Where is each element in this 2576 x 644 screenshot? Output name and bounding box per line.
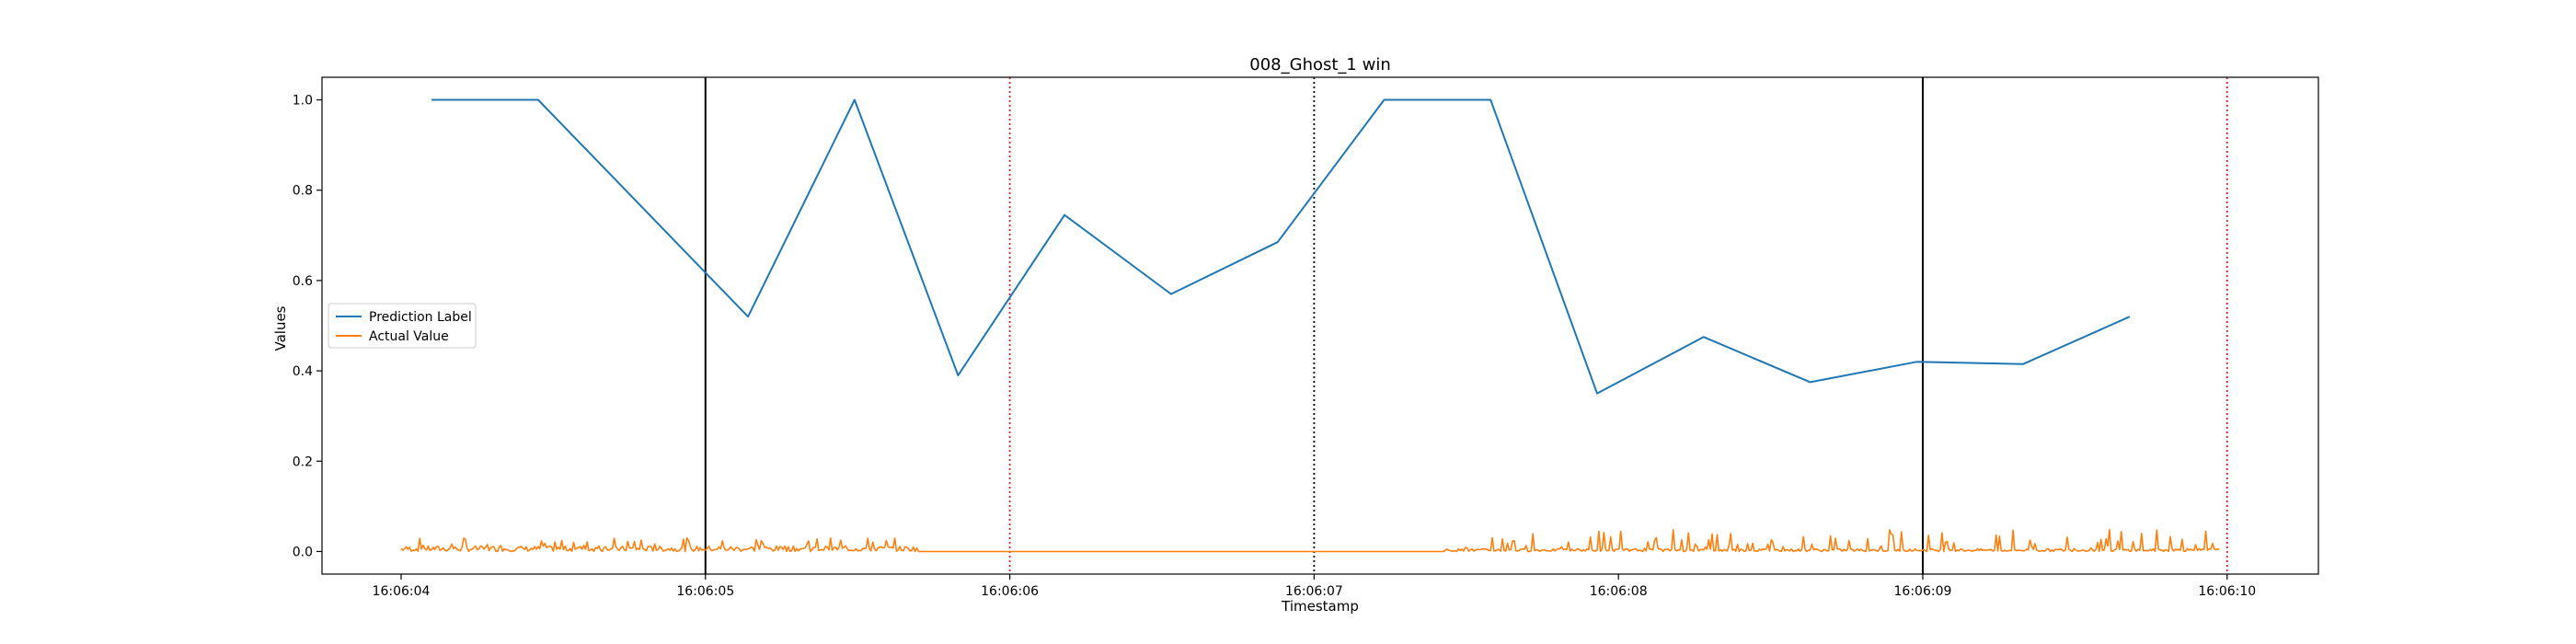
legend-box [328,303,477,349]
x-tick-label: 16:06:10 [2198,584,2256,599]
y-tick-label: 0.2 [293,454,313,469]
y-tick-label: 0.8 [293,184,313,199]
legend: Prediction Label Actual Value [328,303,477,349]
x-tick-label: 16:06:04 [373,584,431,599]
y-tick-label: 0.0 [293,545,313,559]
y-tick-label: 1.0 [293,94,313,109]
x-tick-label: 16:06:05 [676,584,734,599]
x-axis-label: Timestamp [1281,598,1359,615]
plot-area: 16:06:04 16:06:05 16:06:06 16:06:07 16:06:08… [293,76,2319,599]
y-tick-label: 0.6 [293,274,313,289]
axes-frame [321,76,2319,575]
series-line-prediction-label [431,98,2131,395]
y-axis-label: Values [272,305,289,351]
y-tick-label: 0.4 [293,364,313,379]
x-tick-label: 16:06:09 [1894,584,1952,599]
legend-label-2: Actual Value [369,329,449,344]
chart-title: 008_Ghost_1 win [1249,55,1390,75]
legend-label-1: Prediction Label [369,310,472,325]
x-tick-label: 16:06:07 [1285,584,1343,599]
x-tick-label: 16:06:08 [1590,584,1648,599]
series-line-actual-value [400,528,2220,553]
x-tick-label: 16:06:06 [981,584,1039,599]
